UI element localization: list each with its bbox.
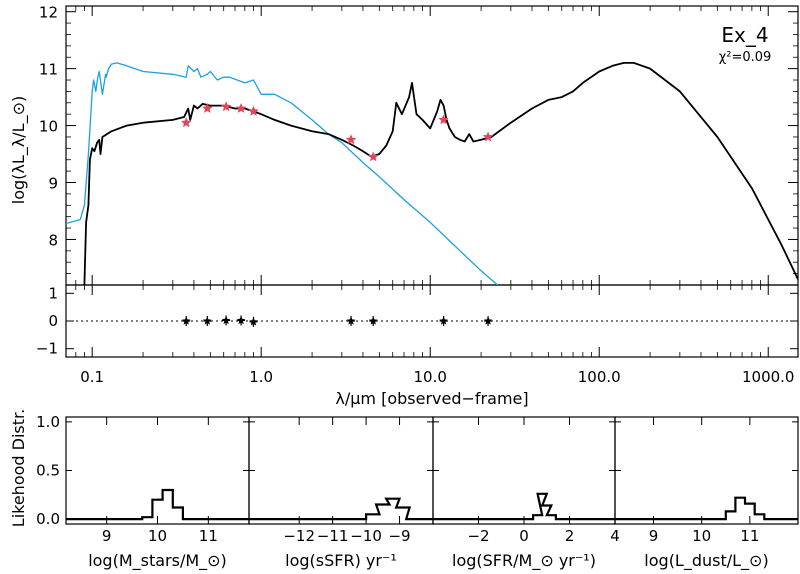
photometry-point — [181, 117, 192, 128]
residual-point — [249, 317, 258, 326]
y-tick-label: 9 — [48, 175, 58, 193]
x-axis-label: λ/μm [observed−frame] — [335, 389, 528, 408]
residual-point — [181, 316, 191, 325]
y-axis-label: log(λL_λ/L_⊙) — [9, 96, 29, 204]
photometry-point — [482, 131, 494, 142]
y-tick-label: 12 — [39, 4, 58, 22]
res-y-tick-label: 0 — [48, 312, 58, 330]
photometry-point — [438, 114, 449, 125]
res-y-tick-label: 1 — [48, 284, 58, 302]
y-tick-label: 8 — [48, 231, 58, 249]
res-y-tick-label: −1 — [36, 340, 58, 358]
sed-panel-frame — [65, 5, 799, 286]
lik-x-axis-label: log(M_stars/M_⊙) — [88, 551, 227, 571]
residual-point — [203, 316, 212, 325]
photometry-point — [235, 103, 247, 113]
lik-x-tick-label: 9 — [102, 527, 112, 545]
lik-y-tick-label: 0.5 — [36, 462, 60, 480]
likelihood-histogram — [615, 496, 798, 521]
lik-x-tick-label: 10 — [692, 527, 711, 545]
likelihood-frame — [65, 416, 250, 525]
likelihood-frame — [432, 416, 616, 525]
likelihood-histogram — [249, 497, 433, 521]
residual-panel: −1 0 1 — [36, 284, 798, 358]
residual-point — [483, 316, 493, 325]
lik-x-tick-label: −10 — [350, 527, 382, 545]
x-tick-label: 10.0 — [414, 368, 447, 386]
lik-y-tick-label: 0.0 — [36, 510, 60, 528]
best-fit-model-line — [83, 62, 798, 285]
likelihood-histogram — [433, 492, 615, 521]
lik-x-tick-label: −2 — [467, 527, 489, 545]
lik-x-tick-label: 2 — [565, 527, 575, 545]
lik-x-tick-label: 10 — [148, 527, 167, 545]
photometry-point — [368, 151, 379, 162]
x-tick-label: 100.0 — [578, 368, 621, 386]
likelihood-frame — [614, 416, 799, 525]
x-tick-label: 1.0 — [249, 368, 273, 386]
lik-x-tick-label: 9 — [649, 527, 659, 545]
y-tick-label: 11 — [39, 61, 58, 79]
lik-x-tick-label: 11 — [199, 527, 218, 545]
residual-point — [346, 316, 356, 325]
lik-x-axis-label: log(L_dust/L_⊙) — [644, 551, 768, 571]
residual-point — [221, 315, 231, 325]
lik-x-tick-label: 11 — [740, 527, 759, 545]
residual-point — [236, 315, 246, 325]
unattenuated-model-line — [66, 62, 498, 285]
likelihood-histogram — [66, 488, 249, 521]
lik-x-tick-label: 0 — [519, 527, 529, 545]
photometry-point — [202, 103, 213, 113]
lik-x-axis-label: log(SFR/M_⊙ yr⁻¹) — [452, 551, 596, 571]
lik-x-axis-label: log(sSFR) yr⁻¹ — [285, 551, 397, 570]
photometry-point — [345, 134, 357, 145]
photometry-point — [220, 101, 232, 112]
x-tick-label: 1000.0 — [742, 368, 795, 386]
chi2-label: χ²=0.09 — [719, 50, 772, 65]
x-tick-label: 0.1 — [80, 368, 104, 386]
lik-x-tick-label: −12 — [283, 527, 315, 545]
residual-point — [439, 316, 448, 325]
y-tick-label: 10 — [39, 118, 58, 136]
residual-point — [368, 316, 378, 325]
lik-y-tick-label: 1.0 — [36, 413, 60, 431]
lik-x-tick-label: −11 — [317, 527, 349, 545]
fit-label: Ex_4 — [721, 23, 768, 47]
likelihood-y-label: Likehood Distr. — [9, 409, 28, 527]
sed-panel — [66, 62, 798, 285]
photometry-point — [248, 105, 259, 116]
lik-x-tick-label: 4 — [610, 527, 620, 545]
lik-x-tick-label: −9 — [388, 527, 410, 545]
